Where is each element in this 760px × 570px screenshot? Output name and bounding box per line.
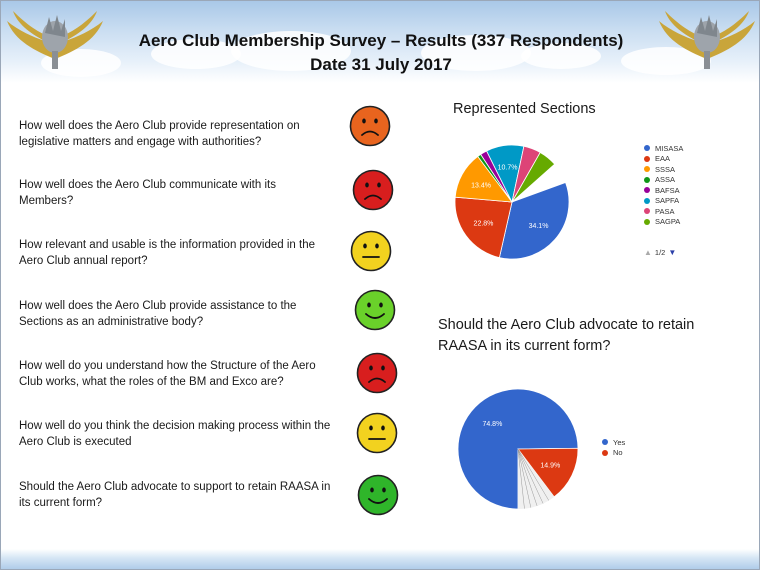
legend-swatch <box>644 176 650 183</box>
pie-slice-no <box>517 447 579 498</box>
winged-protea-emblem-icon <box>659 11 755 69</box>
legend-item: No <box>602 448 625 459</box>
pie-data-label: 14.9% <box>540 462 560 469</box>
sections-chart-title: Represented Sections <box>453 101 596 117</box>
rating-face-icon <box>357 474 399 516</box>
rating-face-icon <box>354 289 396 331</box>
legend-item: SAPFA <box>644 196 683 207</box>
legend-swatch <box>644 187 650 194</box>
legend-swatch <box>602 449 608 456</box>
legend-swatch <box>644 208 650 215</box>
pager-up-icon[interactable]: ▲ <box>644 248 652 257</box>
legend-item: MISASA <box>644 143 683 154</box>
legend-label: PASA <box>655 206 675 216</box>
pie-data-label: 34.1% <box>529 223 549 230</box>
legend-swatch <box>602 439 608 446</box>
legend-label: MISASA <box>655 143 684 153</box>
legend-swatch <box>644 166 650 173</box>
legend-label: Yes <box>613 437 626 447</box>
survey-question: How well does the Aero Club provide assi… <box>19 300 297 328</box>
pie-slice-sagpa <box>511 151 556 203</box>
survey-question: How well does the Aero Club communicate … <box>19 179 276 207</box>
legend-label: ASSA <box>655 175 676 185</box>
sky-footer-background <box>1 549 759 569</box>
legend-swatch <box>644 155 650 162</box>
survey-question: How well does the Aero Club provide repr… <box>19 120 300 148</box>
legend-item: SAGPA <box>644 217 683 228</box>
legend-item: BAFSA <box>644 185 683 196</box>
legend-label: SSSA <box>655 164 676 174</box>
pie-data-label: 13.4% <box>471 182 491 189</box>
title-line-2: Date 31 July 2017 <box>310 55 452 74</box>
pie-data-label: 10.7% <box>498 164 518 171</box>
legend-item: SSSA <box>644 164 683 175</box>
sections-legend: MISASA EAA SSSA ASSA BAFSA SAPFA PASA SAGPA <box>644 143 683 227</box>
legend-label: SAGPA <box>655 217 681 227</box>
sections-pie-chart: 34.1% 22.8% 13.4% 10.7% <box>454 144 570 260</box>
legend-item: ASSA <box>644 175 683 186</box>
legend-pager[interactable]: ▲ 1/2 ▼ <box>644 248 676 257</box>
survey-question: How well do you think the decision makin… <box>19 420 331 448</box>
pager-label: 1/2 <box>654 248 666 257</box>
legend-swatch <box>644 218 650 225</box>
legend-label: SAPFA <box>655 196 680 206</box>
pie-slice-misasa <box>498 181 570 260</box>
legend-label: BAFSA <box>655 185 680 195</box>
slide-title: Aero Club Membership Survey – Results (3… <box>111 29 651 77</box>
rating-face-icon <box>356 412 398 454</box>
title-line-1: Aero Club Membership Survey – Results (3… <box>138 31 624 50</box>
legend-swatch <box>644 197 650 204</box>
legend-item: Yes <box>602 437 625 448</box>
rating-face-icon <box>356 352 398 394</box>
rating-face-icon <box>350 230 392 272</box>
pie-slice-eaa <box>454 196 513 259</box>
pie-slice-yes <box>457 388 579 510</box>
pager-down-icon[interactable]: ▼ <box>668 248 677 257</box>
legend-item: PASA <box>644 206 683 217</box>
rating-face-icon <box>349 105 391 147</box>
winged-protea-emblem-icon <box>7 11 103 69</box>
raasa-pie-chart: 74.8% 14.9% <box>457 388 579 510</box>
rating-face-icon <box>352 169 394 211</box>
sky-header-background <box>1 1 759 83</box>
survey-question: Should the Aero Club advocate to support… <box>19 481 331 509</box>
pie-data-label: 22.8% <box>474 220 494 227</box>
legend-label: No <box>613 448 623 458</box>
legend-swatch <box>644 145 650 152</box>
raasa-chart-title: Should the Aero Club advocate to retain … <box>438 317 695 354</box>
survey-question: How relevant and usable is the informati… <box>19 239 315 267</box>
legend-item: EAA <box>644 154 683 165</box>
legend-label: EAA <box>655 154 671 164</box>
raasa-legend: Yes No <box>602 437 625 458</box>
survey-question: How well do you understand how the Struc… <box>19 360 316 388</box>
pie-data-label: 74.8% <box>482 421 502 428</box>
